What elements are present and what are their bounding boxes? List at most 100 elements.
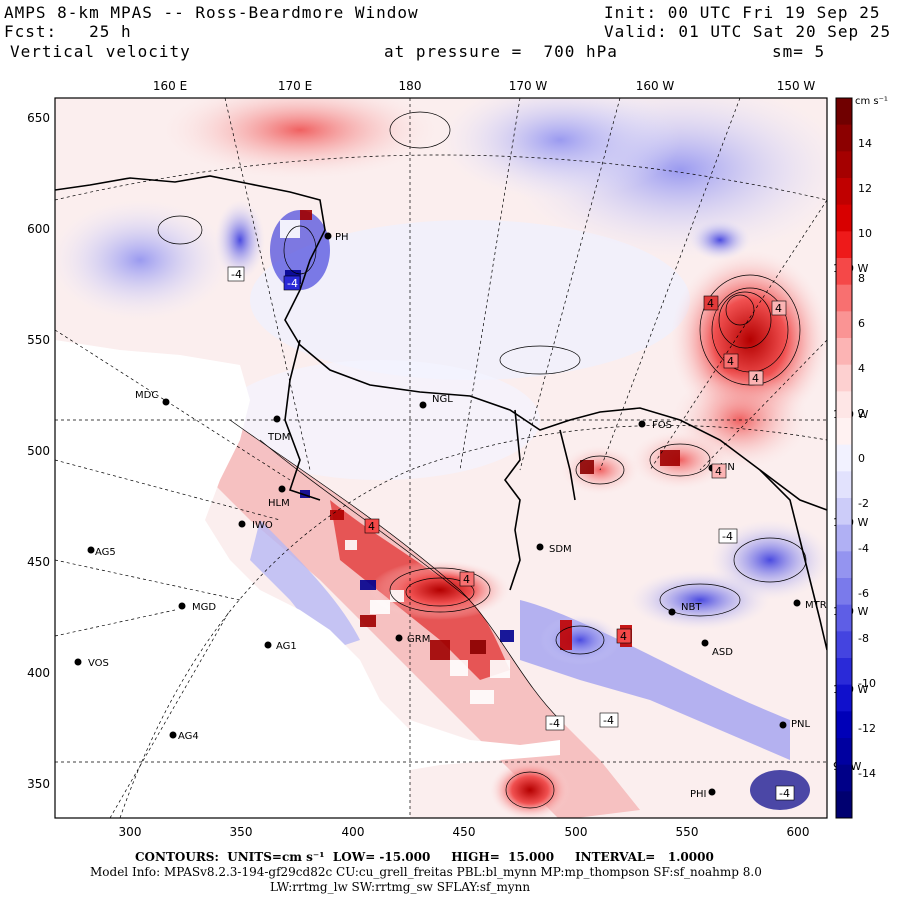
contour-label: -4	[719, 529, 737, 543]
vertical-velocity-field	[50, 80, 850, 820]
colorbar-label: 8	[858, 272, 865, 285]
svg-text:4: 4	[727, 355, 734, 368]
colorbar-swatch	[836, 765, 852, 792]
colorbar-swatch	[836, 525, 852, 552]
colorbar-swatch	[836, 338, 852, 365]
x-tick-label: 500	[565, 825, 588, 839]
station-label: GRM	[407, 634, 430, 645]
colorbar-label: -12	[858, 722, 876, 735]
colorbar-swatch	[836, 685, 852, 712]
svg-text:4: 4	[775, 302, 782, 315]
svg-text:4: 4	[752, 372, 759, 385]
station-label: PNL	[791, 719, 811, 730]
station-label: PHI	[690, 789, 707, 800]
colorbar-swatch	[836, 471, 852, 498]
svg-text:-4: -4	[549, 717, 560, 730]
x-axis: 300 350 400 450 500 550 600	[119, 825, 810, 839]
y-tick-label: 550	[27, 333, 50, 347]
svg-text:4: 4	[368, 520, 375, 533]
colorbar-label: 2	[858, 407, 865, 420]
station-label: MGD	[192, 602, 216, 613]
svg-text:4: 4	[620, 630, 627, 643]
svg-text:-4: -4	[287, 277, 298, 290]
x-tick-label: 600	[787, 825, 810, 839]
y-tick-label: 650	[27, 111, 50, 125]
colorbar-swatch	[836, 711, 852, 738]
svg-text:-4: -4	[603, 714, 614, 727]
colorbar-swatch	[836, 151, 852, 178]
colorbar-swatch	[836, 578, 852, 605]
colorbar-swatch	[836, 178, 852, 205]
station-label: HLM	[268, 498, 290, 509]
colorbar-label: -10	[858, 677, 876, 690]
svg-text:-4: -4	[231, 268, 242, 281]
y-axis: 650 600 550 500 450 400 350	[27, 111, 50, 791]
contours-info: CONTOURS: UNITS=cm s⁻¹ LOW= -15.000 HIGH…	[135, 850, 714, 864]
colorbar-swatch	[836, 205, 852, 232]
contour-label: 4	[749, 371, 763, 385]
colorbar-swatch	[836, 605, 852, 632]
x-tick-label: 550	[676, 825, 699, 839]
model-info: Model Info: MPASv8.2.3-194-gf29cd82c CU:…	[90, 865, 762, 879]
svg-text:-4: -4	[779, 787, 790, 800]
station-label: IWO	[252, 520, 273, 531]
station-label: TDM	[267, 432, 290, 443]
station-label: FOS	[652, 420, 672, 431]
lon-label: 160 E	[153, 79, 187, 93]
station-label: MDC	[135, 390, 158, 401]
station-label: MTR	[805, 600, 827, 611]
contour-label: 4	[365, 519, 379, 533]
svg-text:-4: -4	[722, 530, 733, 543]
station-label: VOS	[88, 658, 109, 669]
colorbar-swatch	[836, 365, 852, 392]
colorbar-label: -14	[858, 767, 876, 780]
contour-label: 4	[712, 464, 726, 478]
x-tick-label: 300	[119, 825, 142, 839]
contour-label: -4	[546, 716, 564, 730]
colorbar-swatch	[836, 551, 852, 578]
colorbar-label: -8	[858, 632, 869, 645]
contour-label: -4	[228, 267, 244, 281]
colorbar-swatch	[836, 498, 852, 525]
physics-info: LW:rrtmg_lw SW:rrtmg_sw SFLAY:sf_mynn	[270, 880, 530, 894]
lon-label: 150 W	[777, 79, 816, 93]
colorbar-label: 14	[858, 137, 872, 150]
colorbar-label: -2	[858, 497, 869, 510]
colorbar-label: 12	[858, 182, 872, 195]
colorbar-label: -4	[858, 542, 869, 555]
colorbar-swatch	[836, 791, 852, 818]
station-label: PH	[335, 232, 349, 243]
contour-label: 4	[724, 354, 738, 368]
colorbar-swatch	[836, 98, 852, 125]
contour-label: -4	[600, 713, 618, 727]
colorbar-label: 0	[858, 452, 865, 465]
station-label: NBT	[681, 602, 702, 613]
colorbar-swatch	[836, 258, 852, 285]
svg-text:4: 4	[463, 573, 470, 586]
lon-label: 160 W	[636, 79, 675, 93]
colorbar-swatch	[836, 285, 852, 312]
y-tick-label: 500	[27, 444, 50, 458]
svg-text:4: 4	[707, 297, 714, 310]
x-tick-label: 350	[230, 825, 253, 839]
colorbar-swatch	[836, 631, 852, 658]
lon-label: 180	[399, 79, 422, 93]
y-tick-label: 600	[27, 222, 50, 236]
colorbar-swatch	[836, 391, 852, 418]
colorbar-swatch	[836, 445, 852, 472]
colorbar-swatch	[836, 311, 852, 338]
colorbar-swatch	[836, 418, 852, 445]
lon-label: 170 E	[278, 79, 312, 93]
lon-label: 170 W	[509, 79, 548, 93]
station-label: SDM	[549, 544, 572, 555]
contour-label: 4	[772, 301, 786, 315]
station-label: AG4	[178, 731, 199, 742]
colorbar	[836, 98, 852, 819]
longitude-labels: 160 E 170 E 180 170 W 160 W 150 W	[153, 79, 816, 93]
colorbar-label: 6	[858, 317, 865, 330]
map-figure: 160 E 170 E 180 170 W 160 W 150 W 650 60…	[0, 0, 900, 900]
station-label: AG1	[276, 641, 297, 652]
contour-label: -4	[776, 786, 794, 800]
svg-text:4: 4	[715, 465, 722, 478]
x-tick-label: 400	[342, 825, 365, 839]
